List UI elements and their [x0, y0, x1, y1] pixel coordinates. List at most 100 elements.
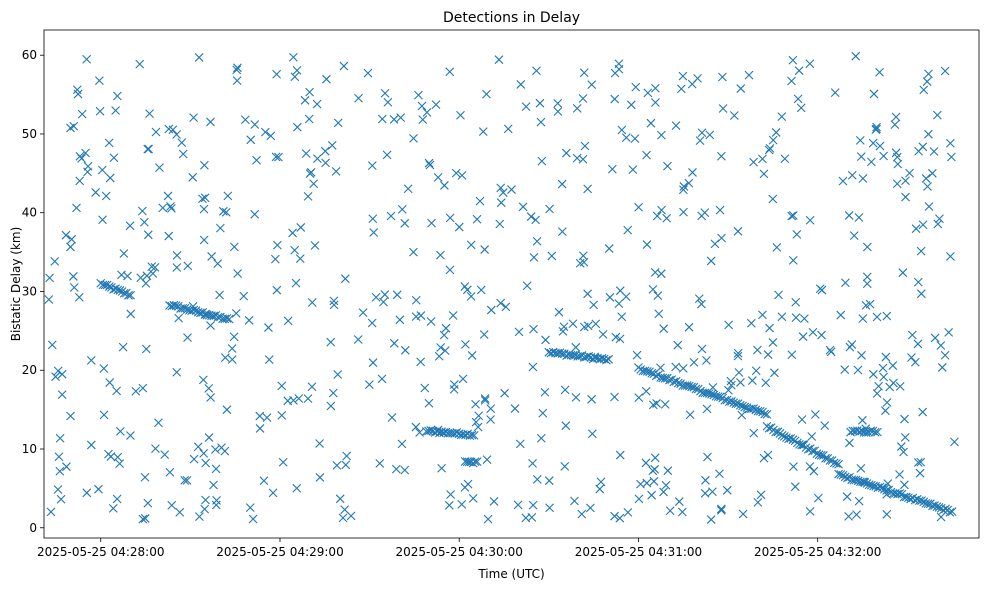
data-point [126, 309, 136, 319]
data-point [652, 399, 661, 408]
data-point [227, 344, 237, 353]
data-point [340, 274, 350, 284]
data-point [933, 219, 943, 229]
data-point [587, 80, 597, 90]
data-point [119, 288, 129, 298]
data-point [590, 352, 599, 362]
data-point [188, 302, 198, 311]
data-point [853, 365, 863, 375]
data-point [937, 363, 947, 372]
data-point [165, 467, 175, 477]
data-point [879, 372, 889, 382]
data-point [54, 452, 64, 462]
data-point [893, 159, 903, 169]
data-point [189, 305, 199, 315]
data-point [646, 118, 656, 128]
data-point [115, 427, 125, 436]
data-point [86, 440, 96, 450]
data-point [653, 291, 663, 300]
data-point [737, 410, 747, 420]
data-point [292, 483, 302, 493]
data-point [204, 433, 214, 442]
data-point [151, 127, 161, 137]
data-point [708, 487, 717, 497]
data-point [726, 380, 736, 390]
data-point [932, 110, 942, 120]
data-point [532, 66, 541, 76]
data-point [341, 460, 351, 470]
data-point [916, 246, 926, 256]
data-point [200, 193, 210, 203]
data-point [142, 271, 152, 281]
data-point [797, 415, 807, 424]
data-point [495, 219, 505, 229]
data-point [585, 503, 595, 513]
data-point [105, 173, 115, 183]
data-point [113, 452, 123, 462]
data-point [333, 370, 343, 379]
data-point [553, 107, 563, 116]
data-point [916, 457, 926, 467]
data-point [180, 303, 190, 313]
data-point [471, 417, 481, 427]
data-point [183, 261, 193, 271]
data-point [61, 230, 71, 240]
data-point [813, 493, 823, 503]
data-point [255, 411, 265, 421]
data-point [201, 458, 211, 468]
data-point [377, 114, 387, 124]
data-point [560, 385, 570, 395]
data-point [98, 215, 107, 225]
data-point [126, 431, 135, 440]
data-point [913, 277, 923, 287]
data-point [188, 172, 198, 182]
data-point [482, 89, 491, 99]
data-point [615, 513, 625, 523]
data-point [94, 76, 104, 86]
x-tick-label: 2025-05-25 04:32:00 [754, 545, 881, 559]
data-point [758, 154, 767, 164]
data-point [200, 504, 210, 514]
data-point [717, 72, 727, 82]
data-point [870, 427, 880, 437]
data-point [250, 120, 260, 129]
data-point [844, 211, 854, 220]
data-point [172, 130, 181, 139]
data-point [307, 382, 317, 392]
data-point [665, 506, 675, 516]
data-point [177, 138, 187, 148]
data-point [367, 161, 377, 170]
data-point [245, 503, 255, 513]
data-point [798, 332, 808, 342]
data-point [198, 375, 208, 385]
data-point [866, 157, 876, 167]
data-point [391, 464, 401, 474]
data-point [636, 479, 645, 489]
data-point [747, 376, 757, 385]
data-point [283, 316, 293, 326]
data-point [899, 447, 908, 457]
data-point [788, 55, 798, 65]
data-point [305, 87, 314, 97]
data-point [727, 396, 736, 406]
data-point [684, 322, 694, 332]
data-point [199, 204, 209, 214]
data-point [900, 480, 909, 490]
data-point [871, 125, 881, 135]
data-point [94, 484, 103, 494]
data-point [788, 211, 798, 220]
data-point [457, 171, 467, 180]
data-point [379, 297, 388, 307]
data-point [702, 404, 712, 414]
data-point [154, 418, 163, 428]
data-point [733, 226, 743, 236]
data-point [678, 381, 688, 390]
data-point [759, 169, 769, 179]
data-point [875, 67, 884, 77]
data-point [643, 88, 653, 98]
data-point [924, 69, 933, 79]
data-point [733, 351, 743, 361]
data-point [787, 350, 797, 360]
data-point [626, 100, 636, 110]
data-point [375, 459, 385, 468]
